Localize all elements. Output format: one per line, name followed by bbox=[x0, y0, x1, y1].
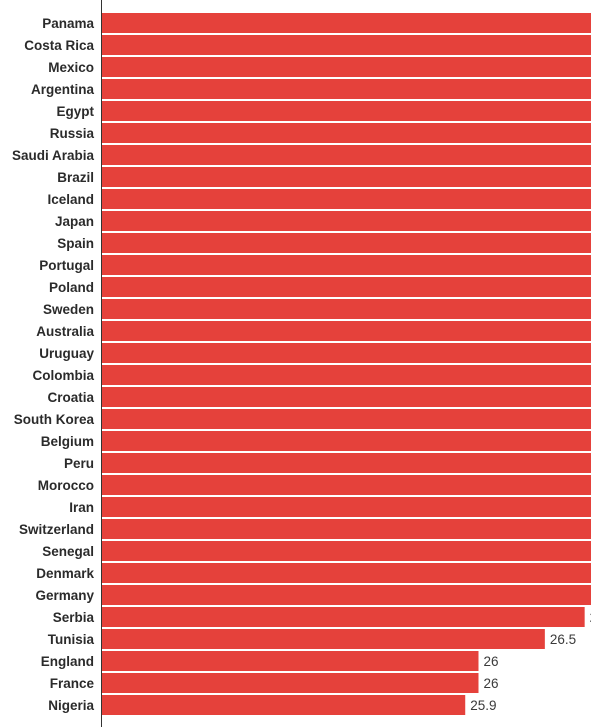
bar-iran bbox=[101, 497, 591, 517]
bar-mexico bbox=[101, 57, 591, 77]
bars-group bbox=[101, 13, 591, 715]
bar-saudi-arabia bbox=[101, 145, 591, 165]
category-label: Croatia bbox=[47, 390, 94, 405]
bar-poland bbox=[101, 277, 591, 297]
bar-peru bbox=[101, 453, 591, 473]
category-label: Uruguay bbox=[39, 346, 94, 361]
category-label: Serbia bbox=[53, 610, 95, 625]
bar-germany bbox=[101, 585, 591, 605]
category-label: Portugal bbox=[39, 258, 94, 273]
category-label: Saudi Arabia bbox=[12, 148, 95, 163]
value-label: 25.9 bbox=[470, 698, 496, 713]
category-label: Colombia bbox=[32, 368, 94, 383]
bar-tunisia bbox=[101, 629, 545, 649]
bar-senegal bbox=[101, 541, 591, 561]
category-label: Egypt bbox=[56, 104, 94, 119]
category-label: Russia bbox=[50, 126, 95, 141]
bar-spain bbox=[101, 233, 591, 253]
category-label: England bbox=[41, 654, 94, 669]
category-label: Tunisia bbox=[48, 632, 95, 647]
bar-serbia bbox=[101, 607, 585, 627]
category-label: Australia bbox=[36, 324, 94, 339]
bar-portugal bbox=[101, 255, 591, 275]
bar-colombia bbox=[101, 365, 591, 385]
category-label: Peru bbox=[64, 456, 94, 471]
category-labels-group: Panama Costa Rica Mexico Argentina Egypt Russ… bbox=[12, 16, 95, 713]
bar-panama bbox=[101, 13, 591, 33]
bar-argentina bbox=[101, 79, 591, 99]
category-label: Brazil bbox=[57, 170, 94, 185]
bar-iceland bbox=[101, 189, 591, 209]
category-label: South Korea bbox=[14, 412, 95, 427]
category-label: Switzerland bbox=[19, 522, 94, 537]
bar-japan bbox=[101, 211, 591, 231]
bar-russia bbox=[101, 123, 591, 143]
bar-belgium bbox=[101, 431, 591, 451]
value-label: 26 bbox=[484, 654, 499, 669]
category-label: Morocco bbox=[38, 478, 94, 493]
value-label: 26.8 bbox=[590, 610, 591, 625]
category-label: Iran bbox=[69, 500, 94, 515]
bar-france bbox=[101, 673, 479, 693]
bar-england bbox=[101, 651, 479, 671]
category-label: Denmark bbox=[36, 566, 94, 581]
bar-nigeria bbox=[101, 695, 466, 715]
bar-sweden bbox=[101, 299, 591, 319]
value-labels-group: 29.629.629.429.32928.828.728.628.628.628… bbox=[470, 610, 591, 713]
bar-morocco bbox=[101, 475, 591, 495]
bar-australia bbox=[101, 321, 591, 341]
category-label: Poland bbox=[49, 280, 94, 295]
category-label: Panama bbox=[42, 16, 94, 31]
category-label: Belgium bbox=[41, 434, 94, 449]
category-label: France bbox=[50, 676, 95, 691]
bar-croatia bbox=[101, 387, 591, 407]
bar-south-korea bbox=[101, 409, 591, 429]
value-label: 26.5 bbox=[550, 632, 576, 647]
category-label: Argentina bbox=[31, 82, 94, 97]
category-label: Mexico bbox=[48, 60, 94, 75]
category-label: Iceland bbox=[47, 192, 94, 207]
category-label: Spain bbox=[57, 236, 94, 251]
category-label: Costa Rica bbox=[24, 38, 94, 53]
bar-costa-rica bbox=[101, 35, 591, 55]
bar-denmark bbox=[101, 563, 591, 583]
bar-brazil bbox=[101, 167, 591, 187]
category-label: Germany bbox=[35, 588, 94, 603]
bar-switzerland bbox=[101, 519, 591, 539]
category-label: Senegal bbox=[42, 544, 94, 559]
bar-egypt bbox=[101, 101, 591, 121]
category-label: Japan bbox=[55, 214, 94, 229]
bar-uruguay bbox=[101, 343, 591, 363]
category-label: Nigeria bbox=[48, 698, 94, 713]
category-label: Sweden bbox=[43, 302, 94, 317]
value-label: 26 bbox=[484, 676, 499, 691]
